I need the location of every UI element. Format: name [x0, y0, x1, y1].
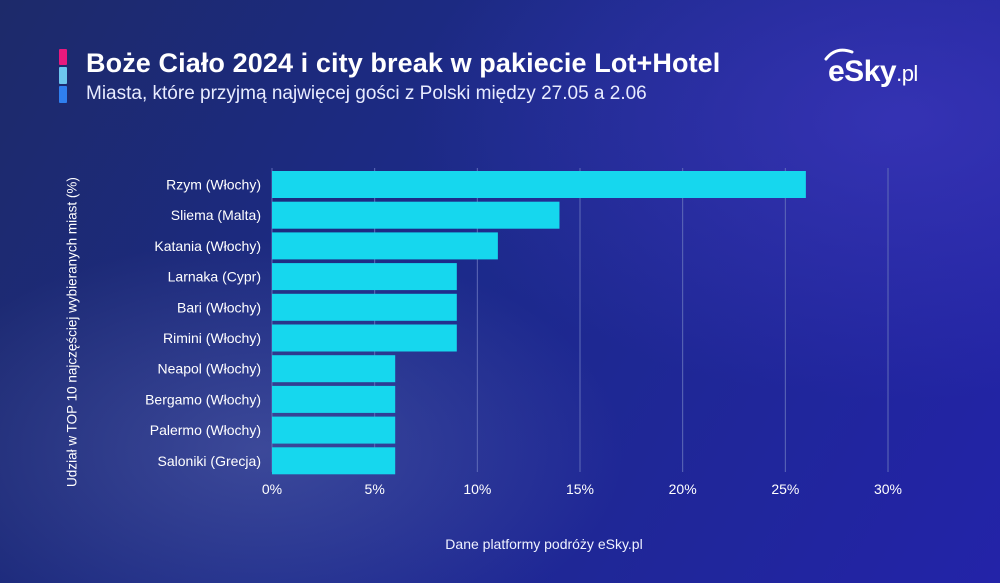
bar — [272, 324, 457, 352]
x-tick-label: 10% — [463, 481, 491, 497]
category-label: Sliema (Malta) — [171, 207, 261, 223]
category-label: Larnaka (Cypr) — [168, 269, 261, 285]
x-tick-label: 20% — [669, 481, 697, 497]
x-tick-label: 25% — [771, 481, 799, 497]
chart-title: Boże Ciało 2024 i city break w pakiecie … — [86, 48, 721, 78]
bar — [272, 416, 396, 444]
logo-text: eSky — [828, 55, 897, 88]
x-tick-label: 30% — [874, 481, 902, 497]
chart-subtitle: Miasta, które przyjmą najwięcej gości z … — [86, 83, 647, 104]
x-tick-labels: 0% 5% 10% 15% 20% 25% 30% — [262, 481, 902, 497]
bar — [272, 355, 396, 383]
bars — [272, 171, 806, 475]
source-note: Dane platformy podróży eSky.pl — [445, 536, 643, 552]
category-label: Neapol (Włochy) — [158, 361, 261, 377]
category-label: Saloniki (Grecja) — [158, 453, 261, 469]
accent-bar-cyan — [59, 67, 67, 84]
bar — [272, 263, 457, 291]
logo-swoosh-icon — [824, 48, 854, 61]
bar — [272, 293, 457, 321]
bar — [272, 447, 396, 475]
category-label: Katania (Włochy) — [154, 238, 261, 254]
category-label: Rzym (Włochy) — [166, 177, 261, 193]
bar — [272, 201, 560, 229]
bar — [272, 385, 396, 413]
category-label: Bergamo (Włochy) — [145, 391, 261, 407]
accent-bar-magenta — [59, 49, 67, 65]
bar — [272, 232, 498, 260]
x-tick-label: 15% — [566, 481, 594, 497]
esky-logo: eSky.pl — [824, 48, 918, 92]
category-labels: Rzym (Włochy) Sliema (Malta) Katania (Włoc… — [145, 177, 261, 469]
logo-suffix: .pl — [896, 61, 918, 86]
bar — [272, 171, 806, 198]
category-label: Rimini (Włochy) — [163, 330, 261, 346]
category-label: Bari (Włochy) — [177, 299, 261, 315]
x-tick-label: 0% — [262, 481, 282, 497]
accent-bar-blue — [59, 86, 67, 103]
x-tick-label: 5% — [365, 481, 385, 497]
category-label: Palermo (Włochy) — [150, 422, 261, 438]
